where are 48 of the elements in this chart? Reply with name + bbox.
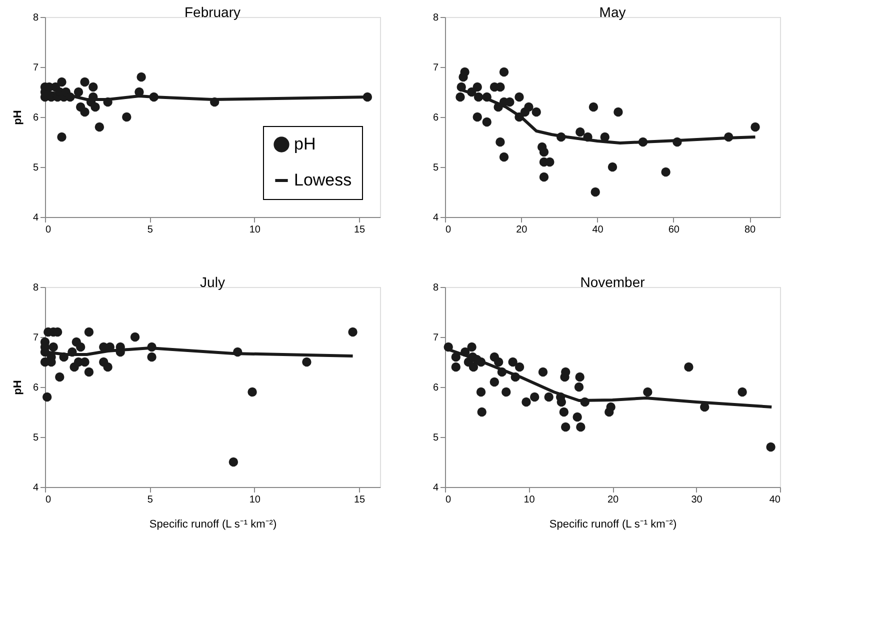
y-axis-title: pH bbox=[12, 380, 24, 395]
y-tick-label: 8 bbox=[432, 282, 439, 294]
y-tick-label: 5 bbox=[432, 432, 439, 444]
legend-label: Lowess bbox=[294, 170, 352, 190]
x-tick-label: 30 bbox=[691, 494, 703, 506]
y-tick-label: 7 bbox=[432, 62, 439, 74]
y-tick-label: 4 bbox=[432, 212, 439, 224]
y-tick-label: 6 bbox=[432, 112, 439, 124]
x-tick-label: 40 bbox=[592, 224, 604, 236]
chart-title: November bbox=[580, 274, 646, 290]
y-tick-label: 4 bbox=[32, 212, 39, 224]
x-tick-label: 10 bbox=[249, 224, 261, 236]
y-tick-label: 8 bbox=[32, 12, 39, 24]
x-tick-label: 40 bbox=[769, 494, 781, 506]
x-tick-label: 80 bbox=[744, 224, 756, 236]
x-tick-label: 10 bbox=[249, 494, 261, 506]
x-tick-label: 20 bbox=[516, 224, 528, 236]
y-tick-label: 6 bbox=[432, 382, 439, 394]
chart-title: May bbox=[599, 4, 626, 20]
x-tick-label: 0 bbox=[46, 494, 52, 506]
y-tick-label: 8 bbox=[432, 12, 439, 24]
x-axis-title: Specific runoff (L s⁻¹ km⁻²) bbox=[149, 518, 277, 530]
x-tick-label: 15 bbox=[354, 224, 366, 236]
x-tick-label: 15 bbox=[354, 494, 366, 506]
y-tick-label: 5 bbox=[432, 162, 439, 174]
x-tick-label: 60 bbox=[668, 224, 680, 236]
y-tick-label: 4 bbox=[432, 482, 439, 494]
chart-title: February bbox=[184, 4, 241, 20]
y-tick-label: 5 bbox=[32, 432, 39, 444]
x-tick-label: 0 bbox=[446, 494, 452, 506]
x-tick-label: 0 bbox=[46, 224, 52, 236]
y-tick-label: 5 bbox=[32, 162, 39, 174]
y-axis-title: pH bbox=[12, 110, 24, 125]
y-tick-label: 7 bbox=[32, 62, 39, 74]
x-tick-label: 10 bbox=[524, 494, 536, 506]
chart-title: July bbox=[200, 274, 225, 290]
y-tick-label: 8 bbox=[32, 282, 39, 294]
x-axis-title: Specific runoff (L s⁻¹ km⁻²) bbox=[549, 518, 677, 530]
x-tick-label: 0 bbox=[446, 224, 452, 236]
legend-label: pH bbox=[294, 134, 316, 154]
y-tick-label: 6 bbox=[32, 112, 39, 124]
y-tick-label: 7 bbox=[32, 332, 39, 344]
x-tick-label: 5 bbox=[147, 224, 154, 236]
y-tick-label: 7 bbox=[432, 332, 439, 344]
y-tick-label: 6 bbox=[32, 382, 39, 394]
y-tick-label: 4 bbox=[32, 482, 39, 494]
x-tick-label: 20 bbox=[607, 494, 619, 506]
x-tick-label: 5 bbox=[147, 494, 154, 506]
